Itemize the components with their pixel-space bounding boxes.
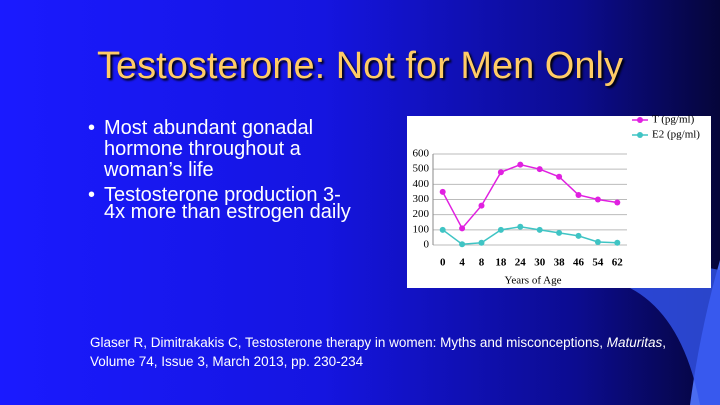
point <box>478 202 485 209</box>
point <box>575 232 582 239</box>
y-tick-label: 400 <box>413 178 430 190</box>
slide-title: Testosterone: Not for Men Only <box>97 45 623 87</box>
point <box>497 169 504 176</box>
x-tick-label: 18 <box>495 257 507 269</box>
legend-label: E2 (pg/ml) <box>652 129 700 141</box>
legend-marker <box>637 117 643 123</box>
point <box>497 226 504 233</box>
bullet: Most abundant gonadal hormone throughout… <box>88 118 360 181</box>
point <box>594 238 601 245</box>
journal: Maturitas <box>606 335 663 350</box>
bullet: Testosterone production 3-4x more than e… <box>88 185 360 222</box>
x-tick-label: 24 <box>515 257 527 269</box>
x-tick-label: 0 <box>440 257 446 269</box>
bullet-list: Most abundant gonadal hormone throughout… <box>88 118 360 227</box>
point <box>478 239 485 246</box>
point <box>594 196 601 203</box>
legend-marker <box>637 132 643 138</box>
x-tick-label: 46 <box>573 257 585 269</box>
x-tick-label: 54 <box>592 257 604 269</box>
x-tick-label: 8 <box>479 257 485 269</box>
point <box>517 223 524 230</box>
point <box>614 199 621 206</box>
x-axis-title: Years of Age <box>505 275 562 287</box>
point <box>614 239 621 246</box>
x-tick-label: 62 <box>612 257 624 269</box>
point <box>439 188 446 195</box>
x-tick-label: 38 <box>554 257 566 269</box>
y-tick-label: 200 <box>413 208 430 220</box>
point <box>459 241 466 248</box>
x-tick-label: 30 <box>534 257 546 269</box>
series-line <box>442 163 618 230</box>
y-tick-label: 300 <box>413 193 430 205</box>
series-line <box>442 226 618 246</box>
point <box>439 226 446 233</box>
x-tick-label: 4 <box>459 257 465 269</box>
y-tick-label: 0 <box>424 239 430 251</box>
point <box>556 229 563 236</box>
point <box>459 225 466 232</box>
chart-background <box>407 116 711 288</box>
point <box>556 173 563 180</box>
y-tick-label: 600 <box>413 148 430 160</box>
y-tick-label: 500 <box>413 163 430 175</box>
citation: Glaser R, Dimitrakakis C, Testosterone t… <box>90 333 710 371</box>
point <box>536 226 543 233</box>
point <box>575 191 582 198</box>
point <box>517 161 524 168</box>
y-tick-label: 100 <box>413 223 430 235</box>
swoosh <box>610 266 720 405</box>
citation-text: , Volume 74, Issue 3, March 2013, pp. 23… <box>90 335 667 369</box>
citation-text: Glaser R, Dimitrakakis C, Testosterone t… <box>90 335 607 350</box>
point <box>536 166 543 173</box>
legend-label: T (pg/ml) <box>652 114 695 126</box>
